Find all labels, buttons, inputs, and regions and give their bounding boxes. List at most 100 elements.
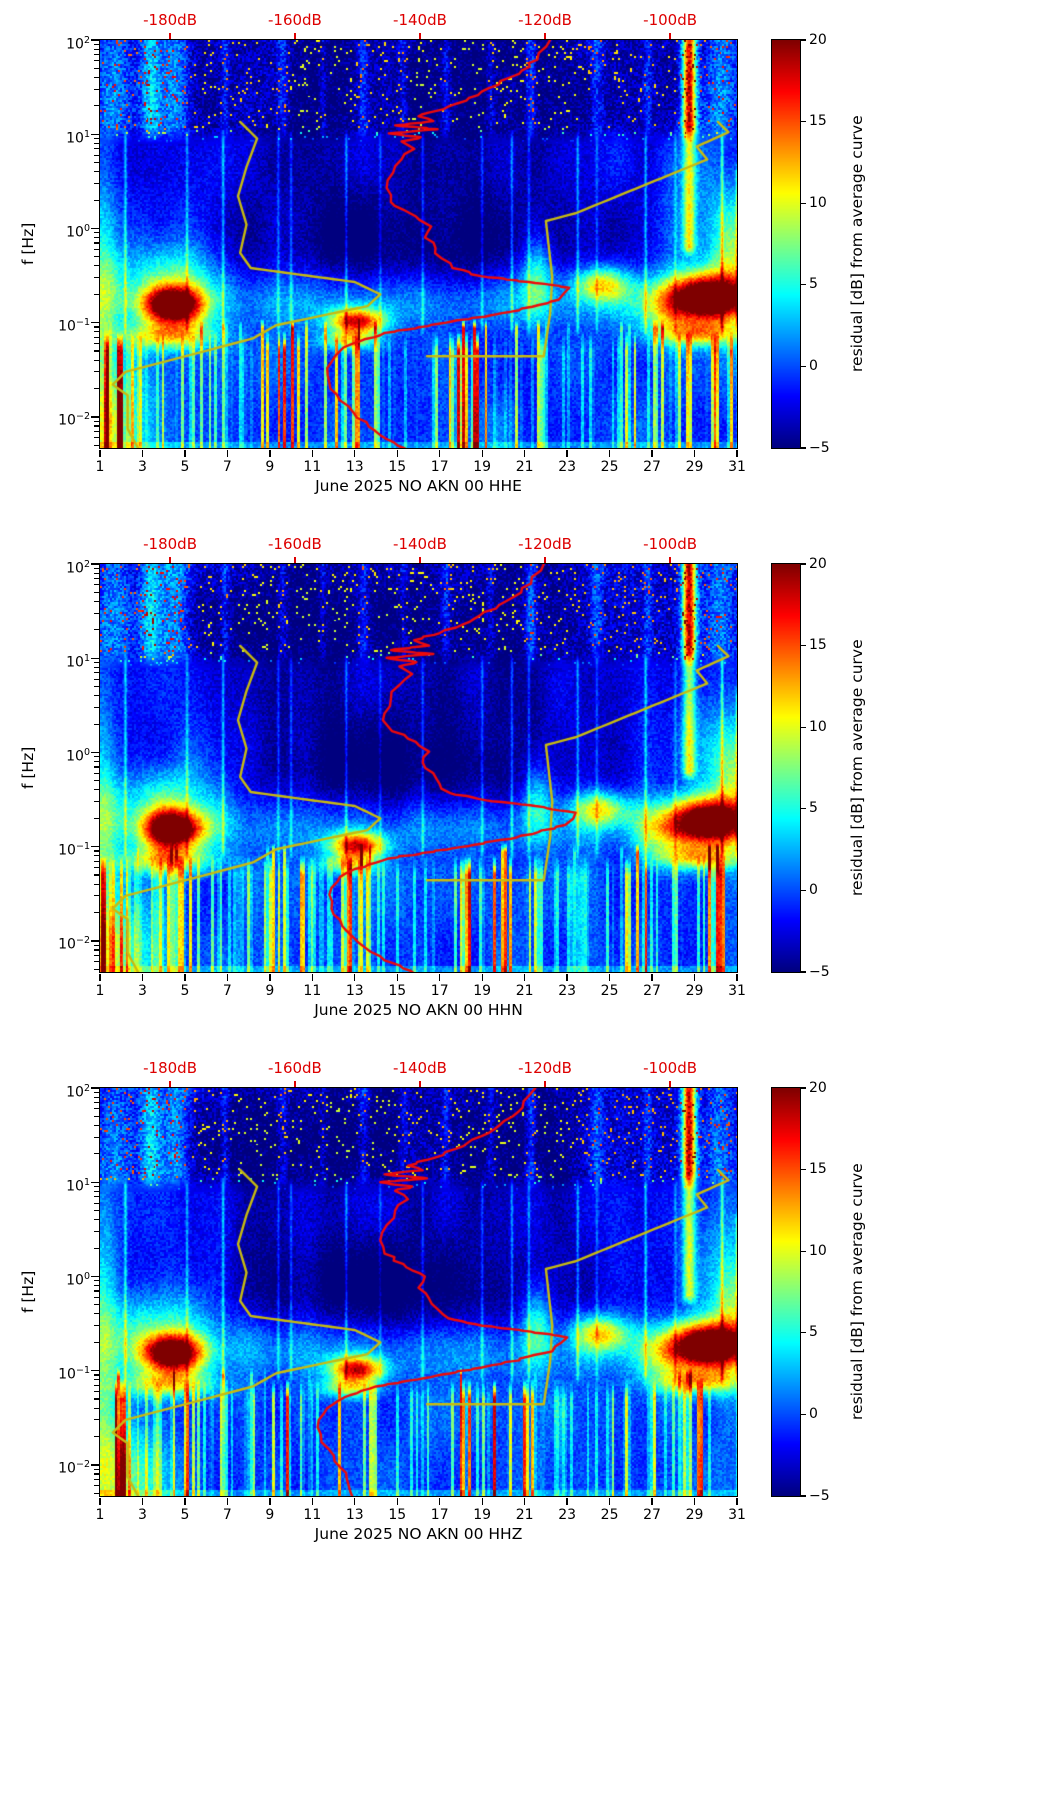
top-db-label: -100dB [643, 1059, 698, 1077]
y-tick [91, 1464, 99, 1466]
x-tick-label: 13 [345, 983, 364, 999]
x-tick-label: 17 [430, 983, 449, 999]
x-tick-label: 5 [180, 1507, 190, 1523]
y-minor-tick [94, 60, 99, 62]
y-minor-tick [94, 1391, 99, 1393]
y-minor-tick [94, 1108, 99, 1110]
y-tick-label: 102 [66, 558, 90, 577]
y-tick [91, 563, 99, 565]
x-tick-label: 11 [303, 1507, 322, 1523]
colorbar-tick [801, 284, 806, 286]
y-tick [91, 1181, 99, 1183]
y-minor-tick [94, 1398, 99, 1400]
x-tick [184, 1498, 186, 1505]
x-tick [566, 1498, 568, 1505]
colorbar-tick-label: −5 [809, 1487, 830, 1504]
colorbar-tick-label: 15 [809, 637, 827, 654]
y-tick [91, 940, 99, 942]
top-db-tick [169, 33, 171, 39]
y-minor-tick [94, 1341, 99, 1343]
y-minor-tick [94, 1478, 99, 1481]
x-tick [99, 450, 101, 457]
y-minor-tick [94, 232, 99, 234]
top-db-tick [669, 557, 671, 563]
x-tick [141, 1498, 144, 1505]
y-minor-tick [94, 686, 99, 688]
y-minor-tick [94, 105, 99, 107]
y-tick [91, 845, 99, 848]
colorbar-tick-label: 0 [809, 357, 818, 374]
colorbar-tick [801, 726, 806, 728]
x-tick-label: 17 [430, 459, 449, 475]
y-minor-tick [94, 1124, 99, 1127]
y-minor-tick [94, 1407, 99, 1409]
x-tick [439, 974, 441, 981]
x-tick-label: 25 [600, 459, 619, 475]
colorbar-tick [801, 563, 806, 565]
y-minor-tick [94, 420, 99, 422]
colorbar-label: residual [dB] from average curve [848, 115, 866, 373]
y-minor-tick [94, 756, 99, 758]
x-tick [736, 974, 738, 981]
y-minor-tick [94, 331, 99, 333]
y-minor-tick [94, 336, 99, 338]
colorbar-tick [801, 1332, 806, 1334]
colorbar-tick-label: 5 [809, 800, 818, 817]
plot-area-hhe: 1 3 5 7 9 11 13 15 17 19 21 23 25 27 29 31 102 101 100 10−1… [58, 11, 746, 475]
y-tick [91, 227, 99, 230]
spectrogram-panel-hhn: f [Hz] 1 3 5 7 9 11 13 15 17 19 21 23 25 27 29 31 102 101… [0, 524, 1052, 1048]
y-minor-tick [94, 766, 99, 768]
x-tick [608, 450, 611, 457]
y-minor-tick [94, 1473, 99, 1475]
y-minor-tick [94, 1379, 99, 1381]
y-minor-tick [94, 43, 99, 45]
x-tick [396, 1498, 398, 1505]
y-minor-tick [94, 1190, 99, 1192]
colorbar-tick-label: 0 [809, 1405, 818, 1422]
colorbar-tick-label: 20 [809, 31, 827, 48]
y-minor-tick [94, 182, 99, 185]
plot-area-hhz: 1 3 5 7 9 11 13 15 17 19 21 23 25 27 29 31 102 101 100 10−1… [58, 1059, 746, 1523]
y-minor-tick [94, 1285, 99, 1287]
colorbar-tick [801, 808, 806, 810]
colorbar-tick-label: 20 [809, 1079, 827, 1096]
y-minor-tick [94, 850, 99, 852]
plot-area-hhn: 1 3 5 7 9 11 13 15 17 19 21 23 25 27 29 31 102 101 100 10−1… [58, 535, 746, 999]
x-tick [736, 450, 738, 457]
x-tick-label: 3 [137, 459, 147, 475]
colorbar-tick [801, 1413, 806, 1416]
y-minor-tick [94, 817, 99, 819]
y-minor-tick [94, 772, 99, 774]
y-minor-tick [94, 350, 99, 352]
colorbar-tick-label: 10 [809, 718, 827, 735]
colorbar-gradient-canvas [772, 40, 800, 448]
x-tick [141, 450, 144, 457]
y-minor-tick [94, 265, 99, 267]
y-minor-tick [94, 199, 99, 201]
x-tick-label: 31 [728, 459, 746, 475]
spectrogram-heatmap-canvas-hhz [100, 1088, 737, 1496]
colorbar-tick [801, 39, 806, 41]
y-minor-tick [94, 242, 99, 244]
x-tick-label: 15 [388, 1507, 407, 1523]
top-db-label: -160dB [267, 1059, 322, 1077]
y-minor-tick [94, 1185, 99, 1188]
x-tick-label: 9 [265, 459, 275, 475]
top-db-label: -180dB [143, 11, 197, 29]
y-minor-tick [94, 1136, 99, 1138]
x-tick-label: 29 [685, 459, 704, 475]
top-db-tick [169, 557, 171, 563]
y-minor-tick [94, 761, 99, 763]
y-minor-tick [94, 855, 99, 857]
y-tick-label: 10−2 [58, 935, 90, 954]
colorbar-tick-label: 15 [809, 1161, 827, 1178]
y-tick-label: 101 [66, 1176, 90, 1195]
y-minor-tick [94, 1202, 99, 1204]
colorbar-tick-label: 10 [809, 194, 827, 211]
x-tick [693, 450, 696, 457]
y-minor-tick [94, 612, 99, 614]
x-tick-label: 13 [345, 1507, 364, 1523]
y-minor-tick [94, 1219, 99, 1221]
spectrogram-heatmap-canvas-hhe [100, 40, 737, 448]
